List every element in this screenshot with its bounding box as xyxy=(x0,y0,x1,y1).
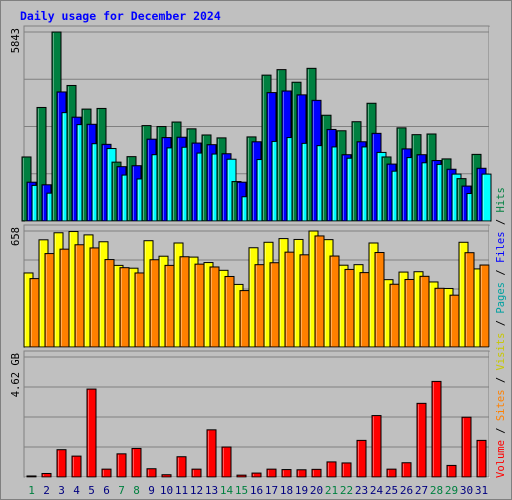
legend-separator: / xyxy=(495,212,507,231)
legend-item-files: Files xyxy=(495,231,507,263)
legend-separator: / xyxy=(495,371,507,390)
x-label-day-17: 17 xyxy=(265,484,278,497)
x-label-day-20: 20 xyxy=(310,484,323,497)
bar-volume-day-28 xyxy=(431,380,442,478)
bar-volume-day-14 xyxy=(221,446,232,478)
scale-label-visits-sites: 658 xyxy=(10,227,22,246)
panels-group: 5843 658 4.62 GB xyxy=(10,25,492,478)
bar-volume-day-23 xyxy=(356,439,367,478)
bar-volume-day-11 xyxy=(176,456,187,478)
bar-sites-day-31 xyxy=(479,264,490,348)
bar-volume-day-27 xyxy=(416,402,427,478)
x-label-day-11: 11 xyxy=(175,484,188,497)
bar-pages-day-31 xyxy=(481,173,492,222)
x-label-day-2: 2 xyxy=(43,484,50,497)
x-label-day-29: 29 xyxy=(445,484,458,497)
x-label-day-24: 24 xyxy=(370,484,384,497)
bar-volume-day-15 xyxy=(236,474,247,478)
scale-label-volume: 4.62 GB xyxy=(10,353,22,397)
chart-title: Daily usage for December 2024 xyxy=(20,9,221,23)
x-label-day-3: 3 xyxy=(58,484,65,497)
panel-hits-pages-files: 5843 xyxy=(10,25,492,222)
x-label-day-6: 6 xyxy=(103,484,110,497)
legend-item-pages: Pages xyxy=(495,282,507,314)
scale-label-hits-pages-files: 5843 xyxy=(10,28,22,53)
x-label-day-21: 21 xyxy=(325,484,338,497)
bar-volume-day-1 xyxy=(26,475,37,478)
legend-item-hits: Hits xyxy=(495,187,507,212)
bar-volume-day-26 xyxy=(401,462,412,478)
bar-volume-day-6 xyxy=(101,468,112,478)
bar-volume-day-9 xyxy=(146,468,157,478)
bar-volume-day-12 xyxy=(191,468,202,478)
bar-volume-day-18 xyxy=(281,469,292,478)
legend-item-sites: Sites xyxy=(495,389,507,421)
bar-volume-day-16 xyxy=(251,472,262,478)
x-label-day-5: 5 xyxy=(88,484,95,497)
bar-volume-day-7 xyxy=(116,453,127,478)
x-label-day-23: 23 xyxy=(355,484,368,497)
bar-volume-day-2 xyxy=(41,472,52,478)
bar-volume-day-30 xyxy=(461,416,472,478)
bar-volume-day-31 xyxy=(476,439,487,478)
legend-separator: / xyxy=(495,421,507,440)
legend-separator: / xyxy=(495,314,507,333)
bar-volume-day-3 xyxy=(56,449,67,478)
legend: Volume / Sites / Visits / Pages / Files … xyxy=(495,187,507,478)
bar-volume-day-22 xyxy=(341,462,352,478)
bar-volume-day-25 xyxy=(386,468,397,478)
panel-frame xyxy=(23,350,490,478)
bar-volume-day-20 xyxy=(311,468,322,478)
x-label-day-25: 25 xyxy=(385,484,398,497)
x-label-day-12: 12 xyxy=(190,484,203,497)
bar-volume-day-13 xyxy=(206,429,217,478)
x-label-day-7: 7 xyxy=(118,484,125,497)
x-label-day-4: 4 xyxy=(73,484,80,497)
x-label-day-15: 15 xyxy=(235,484,248,497)
x-label-day-1: 1 xyxy=(28,484,35,497)
bar-volume-day-19 xyxy=(296,469,307,478)
x-label-day-28: 28 xyxy=(430,484,443,497)
panel-volume: 4.62 GB xyxy=(10,350,490,478)
x-label-day-27: 27 xyxy=(415,484,428,497)
legend-item-visits: Visits xyxy=(495,333,507,371)
bar-volume-day-8 xyxy=(131,447,142,478)
x-label-day-31: 31 xyxy=(475,484,488,497)
bar-volume-day-17 xyxy=(266,468,277,478)
x-label-day-22: 22 xyxy=(340,484,353,497)
x-label-day-10: 10 xyxy=(160,484,173,497)
x-label-day-14: 14 xyxy=(220,484,234,497)
legend-separator: / xyxy=(495,263,507,282)
bar-volume-day-10 xyxy=(161,474,172,478)
x-label-day-9: 9 xyxy=(148,484,155,497)
x-label-day-18: 18 xyxy=(280,484,293,497)
x-label-day-8: 8 xyxy=(133,484,140,497)
bar-volume-day-29 xyxy=(446,464,457,478)
panel-visits-sites: 658 xyxy=(10,224,490,348)
x-label-day-30: 30 xyxy=(460,484,473,497)
legend-text: Volume / Sites / Visits / Pages / Files … xyxy=(495,187,507,478)
x-label-day-13: 13 xyxy=(205,484,218,497)
legend-item-volume: Volume xyxy=(495,440,507,478)
bar-volume-day-21 xyxy=(326,461,337,478)
bar-volume-day-24 xyxy=(371,415,382,478)
x-label-day-16: 16 xyxy=(250,484,263,497)
x-label-day-19: 19 xyxy=(295,484,308,497)
bar-volume-day-4 xyxy=(71,455,82,478)
x-tick-labels: 1 2 3 4 5 6 7 8 9 10 11 12 13 14 15 16 17 18 19 20 21 22 23 24 2… xyxy=(28,484,488,497)
x-label-day-26: 26 xyxy=(400,484,413,497)
bar-volume-day-5 xyxy=(86,388,97,478)
